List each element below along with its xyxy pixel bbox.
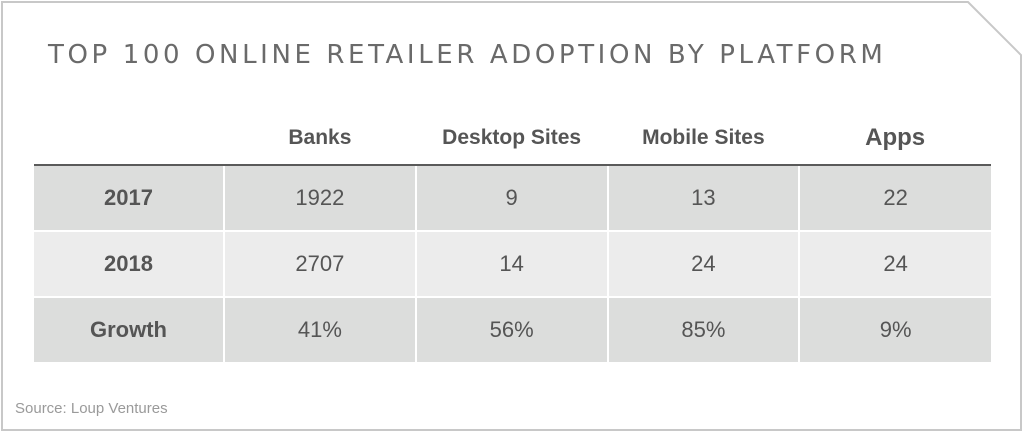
table-cell: 22 <box>798 165 991 231</box>
table-cell: 56% <box>414 297 608 362</box>
header-mobile-sites: Mobile Sites <box>607 112 800 166</box>
table-cell: 24 <box>606 231 800 297</box>
table-cell: 24 <box>798 231 991 297</box>
source-note: Source: Loup Ventures <box>15 400 168 417</box>
table-cell: 2707 <box>223 231 416 297</box>
table-cell: 9 <box>414 165 608 231</box>
adoption-table: Banks Desktop Sites Mobile Sites Apps 20… <box>34 112 991 362</box>
table-row: Growth 41% 56% 85% 9% <box>34 297 991 362</box>
row-label: 2018 <box>34 231 224 297</box>
table-cell: 85% <box>606 297 800 362</box>
header-corner <box>34 112 224 166</box>
header-desktop-sites: Desktop Sites <box>415 112 608 166</box>
table-cell: 14 <box>414 231 608 297</box>
table-row: 2017 1922 9 13 22 <box>34 165 991 231</box>
header-banks: Banks <box>224 112 416 166</box>
table-row: 2018 2707 14 24 24 <box>34 231 991 297</box>
row-label: 2017 <box>34 165 224 231</box>
table-title: TOP 100 ONLINE RETAILER ADOPTION BY PLAT… <box>48 40 887 70</box>
table-cell: 41% <box>223 297 416 362</box>
table-cell: 1922 <box>223 165 416 231</box>
row-label: Growth <box>34 297 224 362</box>
header-row: Banks Desktop Sites Mobile Sites Apps <box>34 112 991 166</box>
table-cell: 13 <box>606 165 800 231</box>
header-apps: Apps <box>799 112 991 166</box>
table-cell: 9% <box>798 297 991 362</box>
